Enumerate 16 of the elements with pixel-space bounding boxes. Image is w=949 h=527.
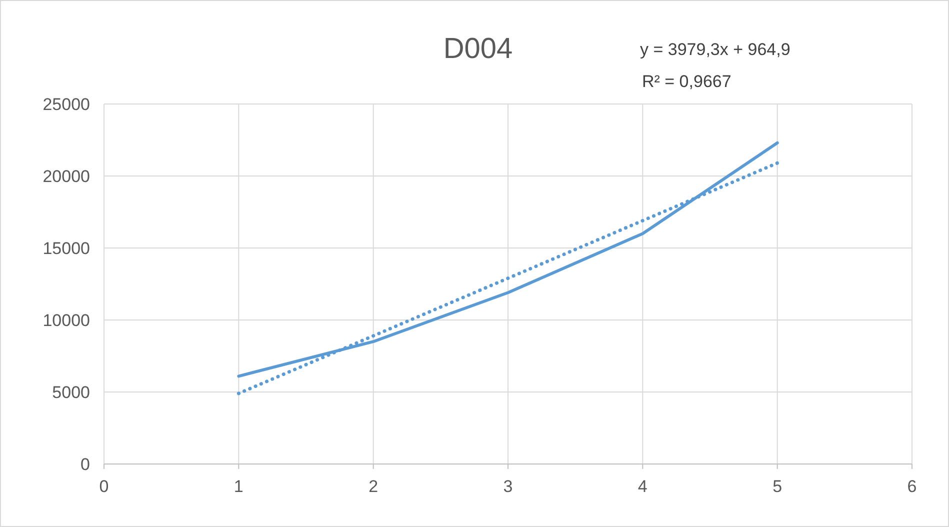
chart-title: D004	[443, 33, 513, 65]
y-tick-label: 0	[80, 455, 90, 474]
x-tick-label: 5	[772, 477, 782, 496]
x-tick-label: 4	[638, 477, 648, 496]
y-tick-label: 5000	[52, 383, 90, 402]
y-tick-label: 25000	[42, 95, 90, 114]
x-tick-label: 1	[234, 477, 244, 496]
x-tick-label: 2	[368, 477, 378, 496]
y-tick-label: 20000	[42, 167, 90, 186]
x-tick-label: 0	[99, 477, 109, 496]
text: y = 3979,3x + 964,9	[640, 40, 790, 59]
x-tick-label: 6	[907, 477, 917, 496]
x-tick-label: 3	[503, 477, 513, 496]
y-tick-label: 15000	[42, 239, 90, 258]
text: R² = 0,9667	[642, 72, 732, 91]
y-tick-label: 10000	[42, 311, 90, 330]
